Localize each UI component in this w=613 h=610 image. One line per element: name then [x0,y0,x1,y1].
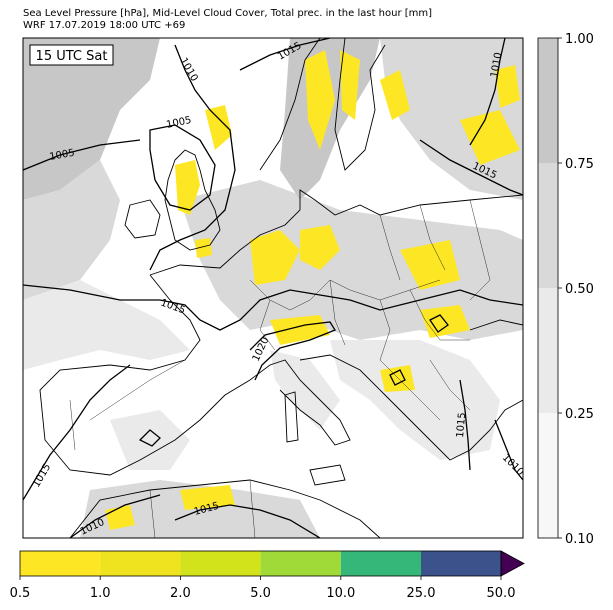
cloud-area-central-europe [180,180,523,340]
map-panel: 1015 1010 1005 1005 1010 1015 1015 1020 … [22,37,524,539]
country-borders-central [249,279,470,361]
cloud-tick-label: 0.25 [565,407,594,422]
time-label: 15 UTC Sat [36,49,108,64]
country-borders-iberia [69,359,186,451]
coastline-adriatic-balkans [299,354,523,461]
precip-patch-northeast [495,65,520,108]
cloud-area-bay [23,280,190,370]
precip-colorbar-extend-arrow [500,550,525,577]
coastline-sicily [309,464,346,486]
precip-patch-balkans [380,365,415,392]
isobar-1015-east [419,139,523,196]
isobar-1015-center [23,284,523,331]
map-frame [22,37,524,539]
precip-tick-label: 5.0 [250,586,271,601]
chart-title: Sea Level Pressure [hPa], Mid-Level Clou… [23,8,433,19]
precip-tick-label: 0.5 [10,586,31,601]
precip-colorbar-segment-1 [20,551,101,576]
precip-patch-finland [380,70,410,120]
coastline-corsica-sardinia [284,391,299,443]
precip-tick-label: 10.0 [326,586,355,601]
cloud-tick-label: 1.00 [565,32,594,47]
precip-colorbar-segment-3 [180,551,261,576]
country-borders-east [379,199,491,301]
precip-tick-label: 2.0 [170,586,191,601]
isobar-1005-b [23,139,141,171]
pressure-contour-layer [23,38,523,538]
coastline-ireland [124,199,161,239]
precip-patch-sweden [340,50,360,120]
precip-colorbar-segment-6 [421,551,501,576]
time-label-box: 15 UTC Sat [29,44,114,66]
precip-tick-label: 25.0 [407,586,436,601]
precip-patch-benelux [250,230,300,285]
cloud-area-balkans [330,340,500,460]
precip-patch-germany [300,225,340,270]
precip-colorbar-segment-2 [100,551,181,576]
cloud-colorbar-segment-1 [538,413,558,538]
isobar-1005-a [149,124,216,211]
cloud-colorbar-segment-2 [538,288,558,413]
coastline-france-iberia [39,274,251,476]
contour-label-1005-b: 1005 [49,148,76,163]
precip-patch-russia [460,110,520,165]
cloud-cover-colorbar: 0.10 0.25 0.50 0.75 1.00 [537,32,594,547]
precip-tick-label: 1.0 [90,586,111,601]
isobar-1015-sw [23,364,131,501]
cloud-tick-label: 0.50 [565,282,594,297]
coastline-layer [39,38,523,538]
cloud-tick-label: 0.75 [565,157,594,172]
coastline-italy [249,359,351,446]
isobar-1015-africa [174,504,321,538]
isobar-1020-alps [249,321,336,381]
cloud-area-atlantic [23,38,160,200]
cloud-area-italy [270,350,340,430]
precip-tick-label: 50.0 [487,586,516,601]
precip-colorbar-segment-5 [340,551,421,576]
cloud-area-atlantic-light [23,160,120,300]
precip-patch-norway [305,50,335,150]
coastline-britain [164,149,221,251]
coastline-black-sea [469,319,523,331]
cloud-cover-layer [23,38,523,538]
isobar-1010-north [149,44,236,271]
precip-patch-ireland [195,238,212,258]
coastline-scandinavia [259,38,386,171]
cloud-colorbar-segment-3 [538,163,558,288]
cloud-area-africa [80,480,320,538]
isobar-1015-balkan [459,379,471,471]
isobar-1010-sw [69,494,161,538]
cloud-area-iberia [110,410,190,470]
isobar-1010-ne [469,38,506,146]
contour-label-1010-ne: 1010 [489,52,504,79]
cloud-colorbar-segment-4 [538,38,558,163]
precip-patch-africa [180,485,235,510]
isobar-1010-se [494,419,523,481]
precip-colorbar-segment-4 [260,551,341,576]
coastline-continent [149,189,523,276]
chart-subtitle: WRF 17.07.2019 18:00 UTC +69 [23,20,186,31]
precip-patch-britain [175,160,200,215]
cloud-tick-label: 0.10 [565,532,594,547]
precip-patch-scotland [205,105,232,150]
isobar-low-carpathians [429,314,449,333]
isobar-low-tunisia [138,429,161,447]
isobar-1015-north [239,38,331,71]
time-label-background [29,44,114,66]
precip-patch-poland [400,240,460,290]
contour-label-1005-a: 1005 [165,115,192,131]
precipitation-colorbar: 0.5 1.0 2.0 5.0 10.0 25.0 50.0 [10,550,525,601]
isobar-low-balkans [389,369,406,386]
contour-label-1015-balkan: 1015 [455,412,468,438]
